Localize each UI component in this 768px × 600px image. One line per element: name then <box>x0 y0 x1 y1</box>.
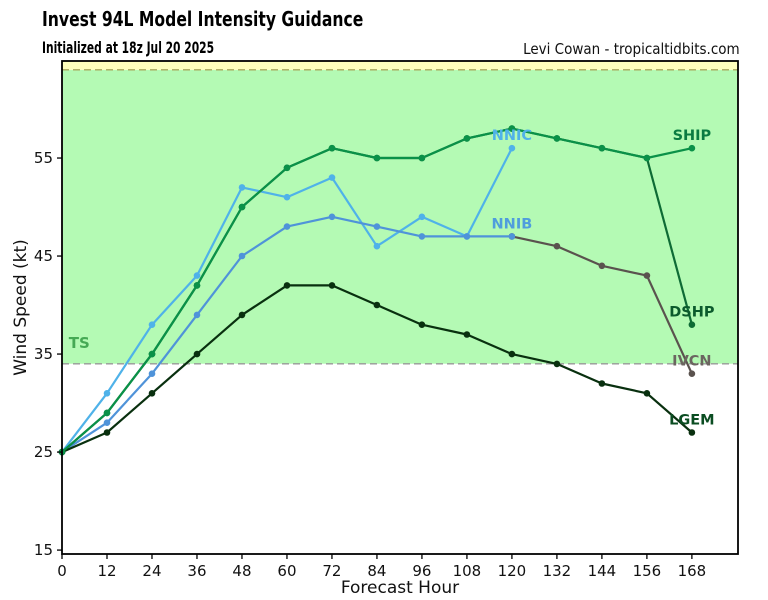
series-marker-NNIB <box>193 311 201 319</box>
x-tick-label-36: 36 <box>187 562 206 580</box>
x-tick-label-72: 72 <box>322 562 341 580</box>
series-marker-NNIB <box>238 252 246 260</box>
series-marker-SHIP <box>463 135 471 142</box>
x-tick-label-144: 144 <box>588 562 617 580</box>
y-axis-label: Wind Speed (kt) <box>11 239 31 376</box>
series-marker-LGEM <box>508 350 516 358</box>
series-marker-IVCN <box>598 262 606 270</box>
x-tick-label-84: 84 <box>367 562 386 580</box>
series-marker-NNIB <box>283 223 291 230</box>
series-marker-NNIC <box>328 174 336 181</box>
series-label-NNIB: NNIB <box>492 216 533 232</box>
series-marker-LGEM <box>238 311 246 319</box>
plot-border <box>61 60 739 555</box>
y-tick-label-25: 25 <box>34 443 53 461</box>
series-marker-NNIB <box>373 223 381 230</box>
series-marker-NNIB <box>508 233 516 240</box>
series-marker-LGEM <box>553 360 561 368</box>
series-marker-NNIB <box>148 370 156 378</box>
zone-label-ts: TS <box>69 334 90 352</box>
series-marker-NNIC <box>508 144 516 152</box>
series-marker-LGEM <box>103 429 111 436</box>
x-tick-label-12: 12 <box>97 562 116 580</box>
series-marker-LGEM <box>148 390 156 397</box>
x-tick-label-120: 120 <box>498 562 527 580</box>
series-marker-SHIP <box>688 144 696 152</box>
series-marker-NNIC <box>103 390 111 397</box>
series-marker-IVCN <box>688 370 696 378</box>
series-marker-SHIP <box>373 154 381 162</box>
series-label-IVCN: IVCN <box>672 354 711 370</box>
series-marker-NNIB <box>103 419 111 427</box>
series-marker-NNIC <box>193 272 201 279</box>
x-tick-label-132: 132 <box>543 562 572 580</box>
credit-text: Levi Cowan - tropicaltidbits.com <box>523 40 740 58</box>
series-label-NNIC: NNIC <box>492 128 532 144</box>
series-marker-LGEM <box>418 321 426 329</box>
x-tick-label-156: 156 <box>633 562 662 580</box>
series-marker-IVCN <box>553 242 561 250</box>
x-tick-label-168: 168 <box>678 562 707 580</box>
series-marker-NNIC <box>148 321 156 329</box>
chart-subtitle: Initialized at 18z Jul 20 2025 <box>42 38 215 57</box>
x-tick-label-96: 96 <box>412 562 431 580</box>
y-tick-label-15: 15 <box>34 541 53 559</box>
series-marker-SHIP <box>598 144 606 152</box>
series-marker-LGEM <box>193 350 201 358</box>
series-marker-NNIC <box>283 193 291 201</box>
tropical-storm-zone <box>62 69 738 364</box>
below-ts-zone <box>62 363 738 554</box>
y-tick-label-35: 35 <box>34 345 53 363</box>
series-marker-SHIP <box>328 144 336 152</box>
series-marker-LGEM <box>643 390 651 397</box>
series-marker-LGEM <box>463 331 471 338</box>
series-marker-LGEM <box>328 282 336 289</box>
series-marker-NNIC <box>418 213 426 221</box>
series-marker-NNIB <box>418 233 426 240</box>
series-marker-LGEM <box>688 429 696 436</box>
y-tick-label-55: 55 <box>34 149 53 167</box>
x-tick-label-60: 60 <box>277 562 296 580</box>
series-marker-SHIP <box>283 164 291 172</box>
series-marker-SHIP <box>148 350 156 358</box>
series-marker-NNIB <box>328 213 336 221</box>
series-marker-LGEM <box>373 301 381 309</box>
y-tick-label-45: 45 <box>34 247 53 265</box>
x-tick-label-108: 108 <box>453 562 482 580</box>
series-marker-LGEM <box>598 380 606 387</box>
series-marker-SHIP <box>418 154 426 162</box>
series-marker-SHIP <box>643 154 651 162</box>
series-marker-DSHP <box>688 321 696 329</box>
series-marker-NNIB <box>463 233 471 240</box>
series-marker-NNIC <box>238 184 246 191</box>
series-label-LGEM: LGEM <box>669 412 714 428</box>
x-tick-label-48: 48 <box>232 562 251 580</box>
series-marker-LGEM <box>283 282 291 289</box>
series-marker-IVCN <box>643 272 651 279</box>
x-tick-label-0: 0 <box>57 562 67 580</box>
series-label-SHIP: SHIP <box>673 128 712 144</box>
series-label-DSHP: DSHP <box>669 305 715 321</box>
series-marker-SHIP <box>553 135 561 142</box>
x-tick-label-24: 24 <box>142 562 161 580</box>
series-marker-SHIP <box>193 282 201 289</box>
chart-title: Invest 94L Model Intensity Guidance <box>42 7 364 31</box>
series-marker-SHIP <box>238 203 246 211</box>
series-marker-SHIP <box>103 409 111 417</box>
series-marker-NNIC <box>373 242 381 250</box>
series-marker-SHIP <box>508 125 516 132</box>
hurricane-zone <box>62 61 738 70</box>
x-axis-label: Forecast Hour <box>341 578 459 598</box>
